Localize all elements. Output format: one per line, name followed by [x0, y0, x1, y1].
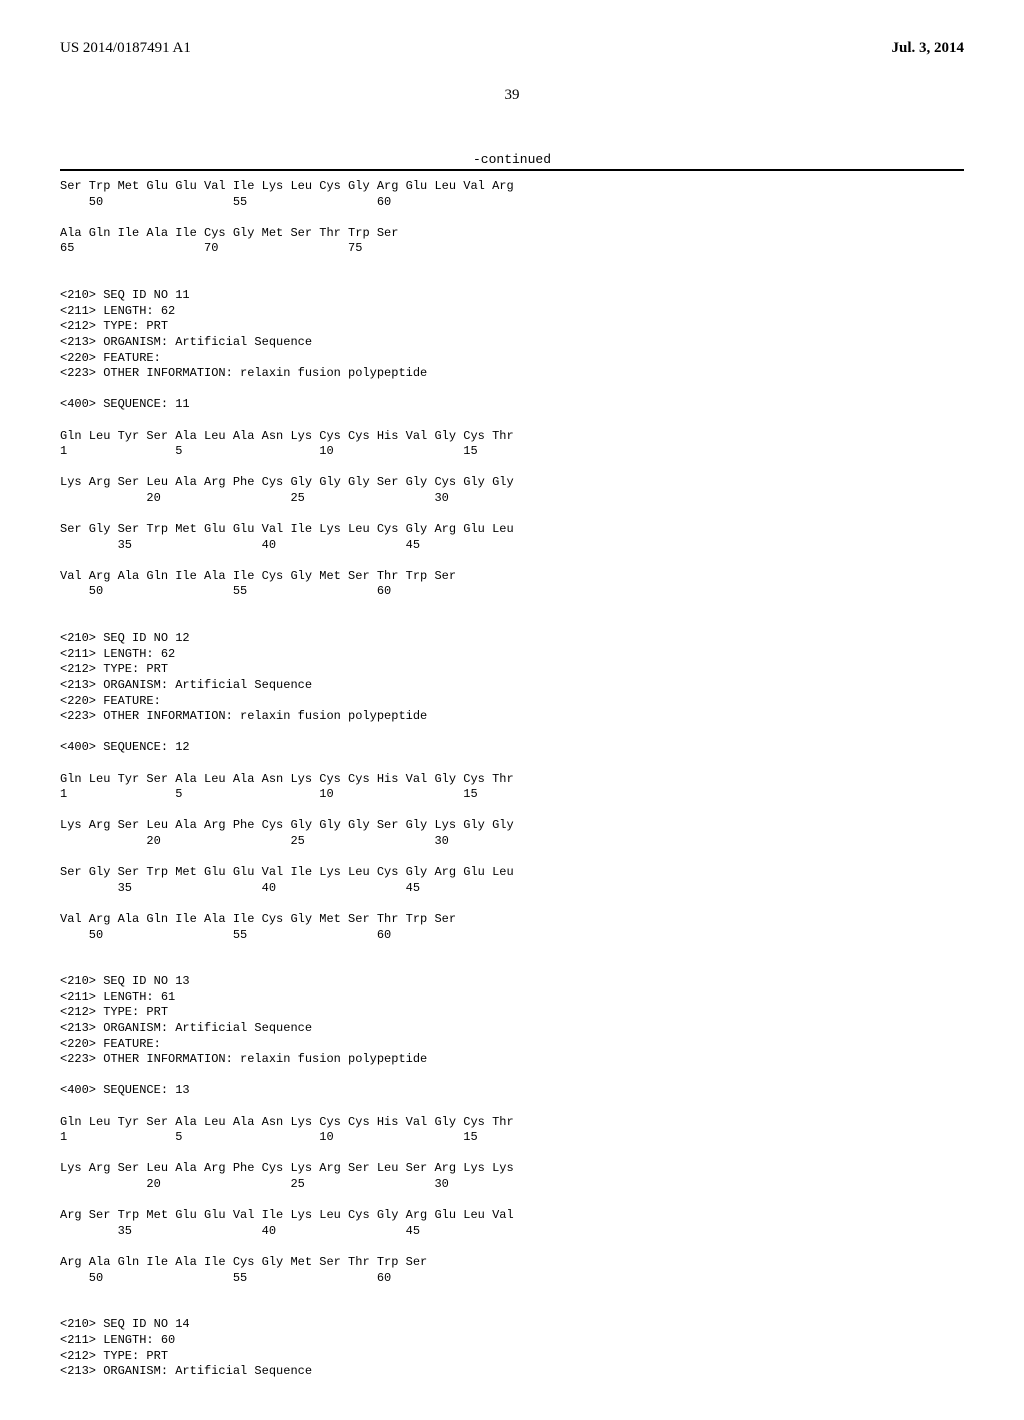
page-number: 39 [60, 87, 964, 104]
publication-date: Jul. 3, 2014 [891, 40, 964, 57]
page-header: US 2014/0187491 A1 Jul. 3, 2014 [60, 40, 964, 57]
sequence-listing: Ser Trp Met Glu Glu Val Ile Lys Leu Cys … [60, 179, 964, 1380]
section-divider [60, 169, 964, 171]
continued-label: -continued [60, 152, 964, 167]
publication-number: US 2014/0187491 A1 [60, 40, 191, 57]
